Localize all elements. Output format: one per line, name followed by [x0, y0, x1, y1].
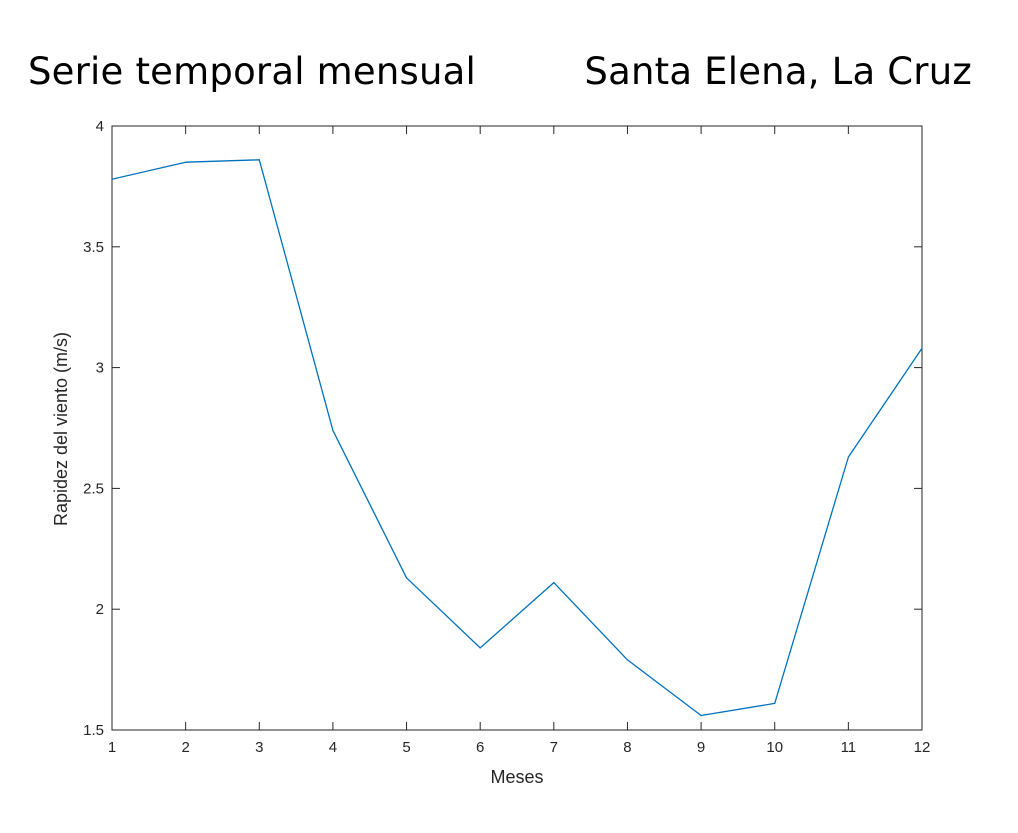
series-line — [111, 159, 923, 717]
title-right: Santa Elena, La Cruz — [584, 50, 972, 93]
x-tick-label: 2 — [181, 739, 189, 756]
x-tick-label: 12 — [914, 739, 931, 756]
data-point — [185, 161, 187, 163]
title-left: Serie temporal mensual — [28, 50, 476, 93]
data-point — [553, 582, 555, 584]
x-tick-label: 1 — [108, 739, 116, 756]
plot-frame — [111, 125, 923, 731]
data-point — [626, 659, 629, 661]
x-axis-label: Meses — [490, 767, 543, 787]
y-tick-label: 1.5 — [83, 722, 104, 739]
data-point — [111, 178, 113, 180]
x-tick-label: 5 — [402, 739, 410, 756]
data-point — [479, 647, 481, 649]
data-point — [847, 456, 849, 458]
y-axis-label: Rapidez del viento (m/s) — [51, 332, 71, 526]
data-point — [258, 159, 260, 161]
data-point — [332, 429, 334, 432]
data-point — [774, 702, 776, 705]
x-tick-label: 3 — [255, 739, 263, 756]
y-tick-label: 2.5 — [83, 480, 104, 497]
y-tick-label: 3 — [96, 360, 104, 377]
x-tick-label: 10 — [766, 739, 783, 756]
data-point — [921, 347, 923, 349]
x-tick-label: 9 — [697, 739, 705, 756]
data-point — [700, 714, 702, 717]
y-tick-label: 2 — [96, 601, 104, 618]
x-tick-label: 7 — [550, 739, 558, 756]
y-tick-label: 3.5 — [83, 239, 104, 256]
x-tick-label: 11 — [841, 739, 857, 756]
y-tick-label: 4 — [96, 118, 104, 135]
x-tick-label: 4 — [329, 739, 337, 756]
data-point — [405, 577, 408, 579]
x-tick-label: 8 — [623, 739, 631, 756]
x-tick-label: 6 — [476, 739, 484, 756]
